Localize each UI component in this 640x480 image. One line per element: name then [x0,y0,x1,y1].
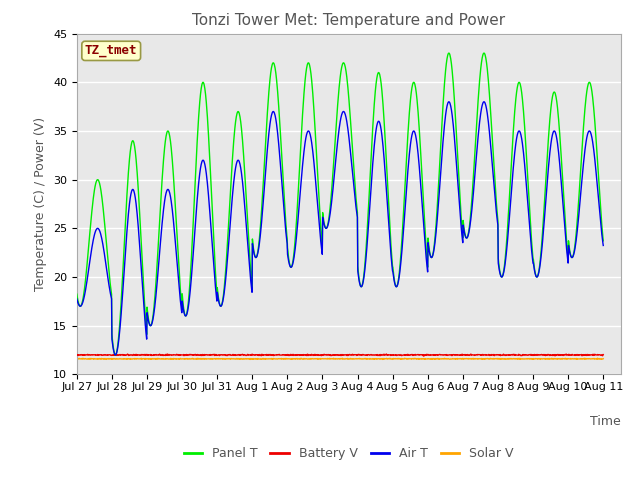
Title: Tonzi Tower Met: Temperature and Power: Tonzi Tower Met: Temperature and Power [192,13,506,28]
Line: Panel T: Panel T [77,53,604,355]
Solar V [600,356,607,361]
Panel T [422,240,429,246]
Air T [600,242,607,248]
Line: Air T: Air T [77,102,604,355]
Battery V [422,352,430,358]
Text: TZ_tmet: TZ_tmet [85,44,138,58]
Air T [538,251,545,256]
Panel T [250,243,257,249]
Air T [177,307,185,313]
Solar V [190,356,198,362]
Line: Solar V: Solar V [77,358,604,360]
Battery V [538,351,545,357]
Air T [73,296,81,302]
Air T [445,99,452,105]
Solar V [177,356,185,362]
Air T [422,251,429,256]
Battery V [177,352,185,358]
Air T [190,237,198,242]
Battery V [190,352,198,358]
Battery V [491,352,499,358]
Solar V [378,357,386,362]
Panel T [73,291,81,297]
Panel T [445,50,452,56]
Solar V [537,356,545,362]
Solar V [422,356,429,362]
Air T [250,246,257,252]
Panel T [177,300,185,306]
Panel T [600,238,607,244]
Solar V [491,356,499,362]
Legend: Panel T, Battery V, Air T, Solar V: Panel T, Battery V, Air T, Solar V [179,442,519,465]
Battery V [420,353,428,359]
Battery V [600,352,607,358]
Line: Battery V: Battery V [77,354,604,356]
Panel T [538,244,545,250]
Battery V [73,352,81,358]
Panel T [190,198,198,204]
Y-axis label: Temperature (C) / Power (V): Temperature (C) / Power (V) [35,117,47,291]
Air T [491,194,499,200]
Panel T [491,180,499,186]
Battery V [383,351,390,357]
Solar V [73,356,81,362]
Battery V [249,352,257,358]
Text: Time: Time [590,415,621,428]
Panel T [111,352,119,358]
Air T [111,352,119,358]
Solar V [249,356,257,361]
Solar V [593,355,601,361]
